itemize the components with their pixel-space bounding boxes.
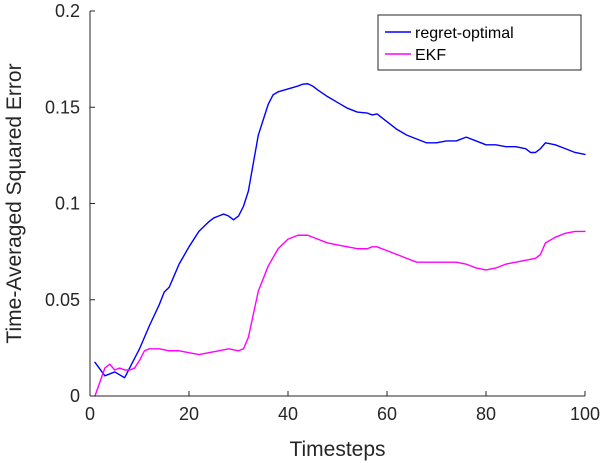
- plot-area: [90, 11, 585, 396]
- legend-label: EKF: [415, 47, 446, 64]
- x-axis-ticks: 0 20 40 60 80 100: [85, 391, 600, 424]
- y-tick-label: 0.15: [45, 97, 80, 117]
- series-line-ekf: [94, 230, 586, 397]
- y-tick-label: 0.2: [55, 1, 80, 21]
- y-tick-label: 0: [70, 386, 80, 406]
- y-tick-label: 0.1: [55, 194, 80, 214]
- x-tick-label: 20: [179, 404, 199, 424]
- series-group: [94, 83, 586, 397]
- x-tick-label: 100: [570, 404, 600, 424]
- plot-background: [90, 11, 585, 396]
- y-axis-label: Time-Averaged Squared Error: [3, 63, 26, 343]
- x-tick-label: 40: [278, 404, 298, 424]
- legend: regret-optimal EKF: [377, 14, 582, 71]
- legend-box: [377, 14, 582, 71]
- y-axis-ticks: 0 0.05 0.1 0.15 0.2: [45, 1, 95, 406]
- y-tick-label: 0.05: [45, 290, 80, 310]
- x-axis-label: Timesteps: [289, 438, 385, 461]
- series-line-regret-optimal: [94, 83, 586, 379]
- x-tick-label: 60: [377, 404, 397, 424]
- legend-label: regret-optimal: [415, 25, 514, 42]
- x-tick-label: 80: [476, 404, 496, 424]
- x-tick-label: 0: [85, 404, 95, 424]
